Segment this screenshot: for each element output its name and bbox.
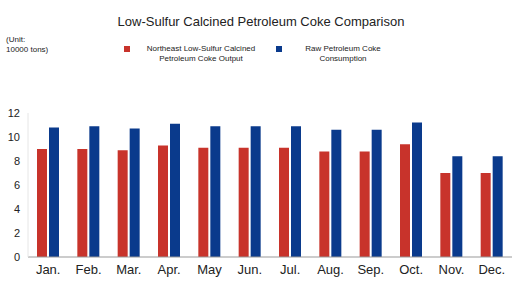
html-text:Northeast Low-Sulfur Calcined: Northeast Low-Sulfur Calcined Petroleum … — [146, 44, 256, 63]
svg-text:Mar.: Mar. — [116, 262, 141, 277]
svg-text:4: 4 — [14, 203, 20, 215]
html-text:Raw Petroleum Coke Consumption: Raw Petroleum Coke Consumption — [305, 44, 381, 63]
svg-text:Jan.: Jan. — [36, 262, 61, 277]
svg-text:Nov.: Nov. — [439, 262, 465, 277]
svg-text:Jun.: Jun. — [238, 262, 263, 277]
svg-text:0: 0 — [14, 251, 20, 263]
svg-text:12: 12 — [8, 107, 20, 119]
html-text:Low-Sulfur Calcined Petroleum: Low-Sulfur Calcined Petroleum Coke Compa… — [117, 14, 405, 29]
svg-text:Sep.: Sep. — [357, 262, 384, 277]
svg-text:Dec.: Dec. — [478, 262, 505, 277]
svg-text:Feb.: Feb. — [75, 262, 101, 277]
html-text:(Unit:: (Unit: — [6, 35, 26, 44]
svg-text:2: 2 — [14, 227, 20, 239]
svg-text:Jul.: Jul. — [280, 262, 300, 277]
svg-text:May: May — [197, 262, 222, 277]
svg-text:6: 6 — [14, 179, 20, 191]
svg-text:Aug.: Aug. — [317, 262, 344, 277]
svg-text:10: 10 — [8, 131, 20, 143]
svg-text:Oct.: Oct. — [399, 262, 423, 277]
svg-text:8: 8 — [14, 155, 20, 167]
svg-text:Apr.: Apr. — [158, 262, 181, 277]
html-text:10000 tons): 10000 tons) — [6, 45, 49, 54]
